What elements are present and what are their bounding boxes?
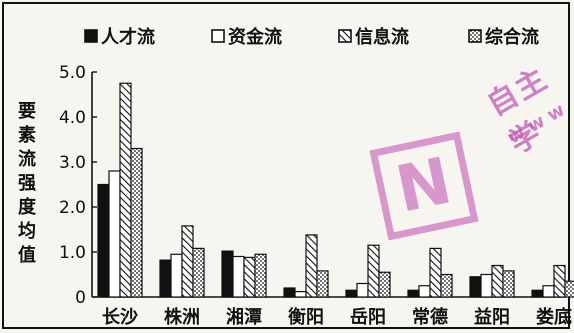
y-axis-label-char: 流	[18, 148, 36, 170]
y-axis-label-char: 度	[18, 196, 37, 218]
bar	[440, 273, 453, 298]
y-axis-label-char: 要	[18, 101, 36, 122]
bar-group: 常德	[407, 247, 453, 328]
bar	[283, 287, 296, 298]
bar-group: 娄底	[531, 264, 574, 328]
y-axis-label-char: 强	[18, 173, 36, 194]
x-tick-label: 岳阳	[350, 307, 386, 328]
legend-item: 综合流	[468, 26, 539, 48]
bars: 长沙 株洲 湘潭 衡阳 岳阳 常德 益阳 娄底	[97, 82, 574, 328]
bar	[108, 170, 121, 298]
chart-frame	[2, 2, 570, 329]
bar-group: 株洲	[159, 225, 205, 328]
bar	[221, 250, 234, 298]
legend-item: 资金流	[211, 26, 282, 48]
bar-group: 衡阳	[283, 234, 329, 328]
x-tick-label: 株洲	[164, 306, 200, 328]
y-tick-label: 4.0	[59, 108, 86, 128]
bar	[407, 289, 420, 298]
legend-label: 资金流	[228, 26, 282, 48]
legend-swatch	[211, 29, 225, 43]
y-tick-label: 2.0	[59, 198, 86, 218]
bar	[130, 147, 143, 298]
bar	[159, 259, 172, 298]
bar	[542, 285, 555, 298]
y-tick-label: 3.0	[59, 153, 86, 173]
y-axis-label-char: 值	[18, 244, 36, 266]
bar	[367, 244, 380, 298]
bar	[480, 273, 493, 298]
y-tick-label: 0	[75, 288, 86, 308]
x-tick-label: 长沙	[102, 307, 138, 328]
x-tick-label: 娄底	[536, 306, 572, 328]
x-tick-label: 益阳	[474, 306, 510, 328]
x-tick-label: 衡阳	[288, 306, 324, 328]
bar	[254, 253, 267, 298]
bar	[119, 82, 132, 298]
legend-label: 综合流	[485, 26, 539, 48]
bar	[243, 256, 256, 298]
bar-group: 益阳	[469, 264, 515, 328]
y-axis-label-char: 素	[18, 125, 36, 146]
y-tick-label: 5.0	[59, 63, 86, 83]
bar	[356, 282, 369, 298]
bar	[170, 253, 183, 298]
x-tick-label: 湘潭	[226, 306, 262, 328]
legend: 人才流 资金流 信息流 综合流	[84, 26, 539, 48]
bar	[553, 264, 566, 298]
bar	[469, 276, 482, 298]
bar	[192, 247, 205, 298]
bar	[345, 289, 358, 298]
bar	[316, 270, 329, 298]
bar	[564, 280, 574, 298]
bar	[305, 234, 318, 298]
bar	[181, 225, 194, 298]
bar	[502, 270, 515, 298]
legend-item: 信息流	[338, 26, 409, 48]
legend-swatch	[468, 29, 482, 43]
legend-item: 人才流	[84, 26, 155, 48]
legend-swatch	[338, 29, 352, 43]
bar-group: 长沙	[97, 82, 143, 328]
bar	[294, 291, 307, 298]
bar-group: 湘潭	[221, 250, 267, 328]
legend-label: 信息流	[355, 26, 409, 48]
y-tick-label: 1.0	[59, 243, 86, 263]
bar	[97, 183, 110, 298]
bar	[378, 271, 391, 298]
bar-group: 岳阳	[345, 244, 391, 328]
bar	[232, 255, 245, 298]
bar	[531, 289, 544, 298]
y-axis-label-char: 均	[18, 220, 36, 242]
bar	[429, 247, 442, 298]
bar	[491, 264, 504, 298]
legend-swatch	[84, 29, 98, 43]
legend-label: 人才流	[101, 26, 155, 48]
bar	[418, 285, 431, 298]
x-tick-label: 常德	[412, 306, 448, 328]
